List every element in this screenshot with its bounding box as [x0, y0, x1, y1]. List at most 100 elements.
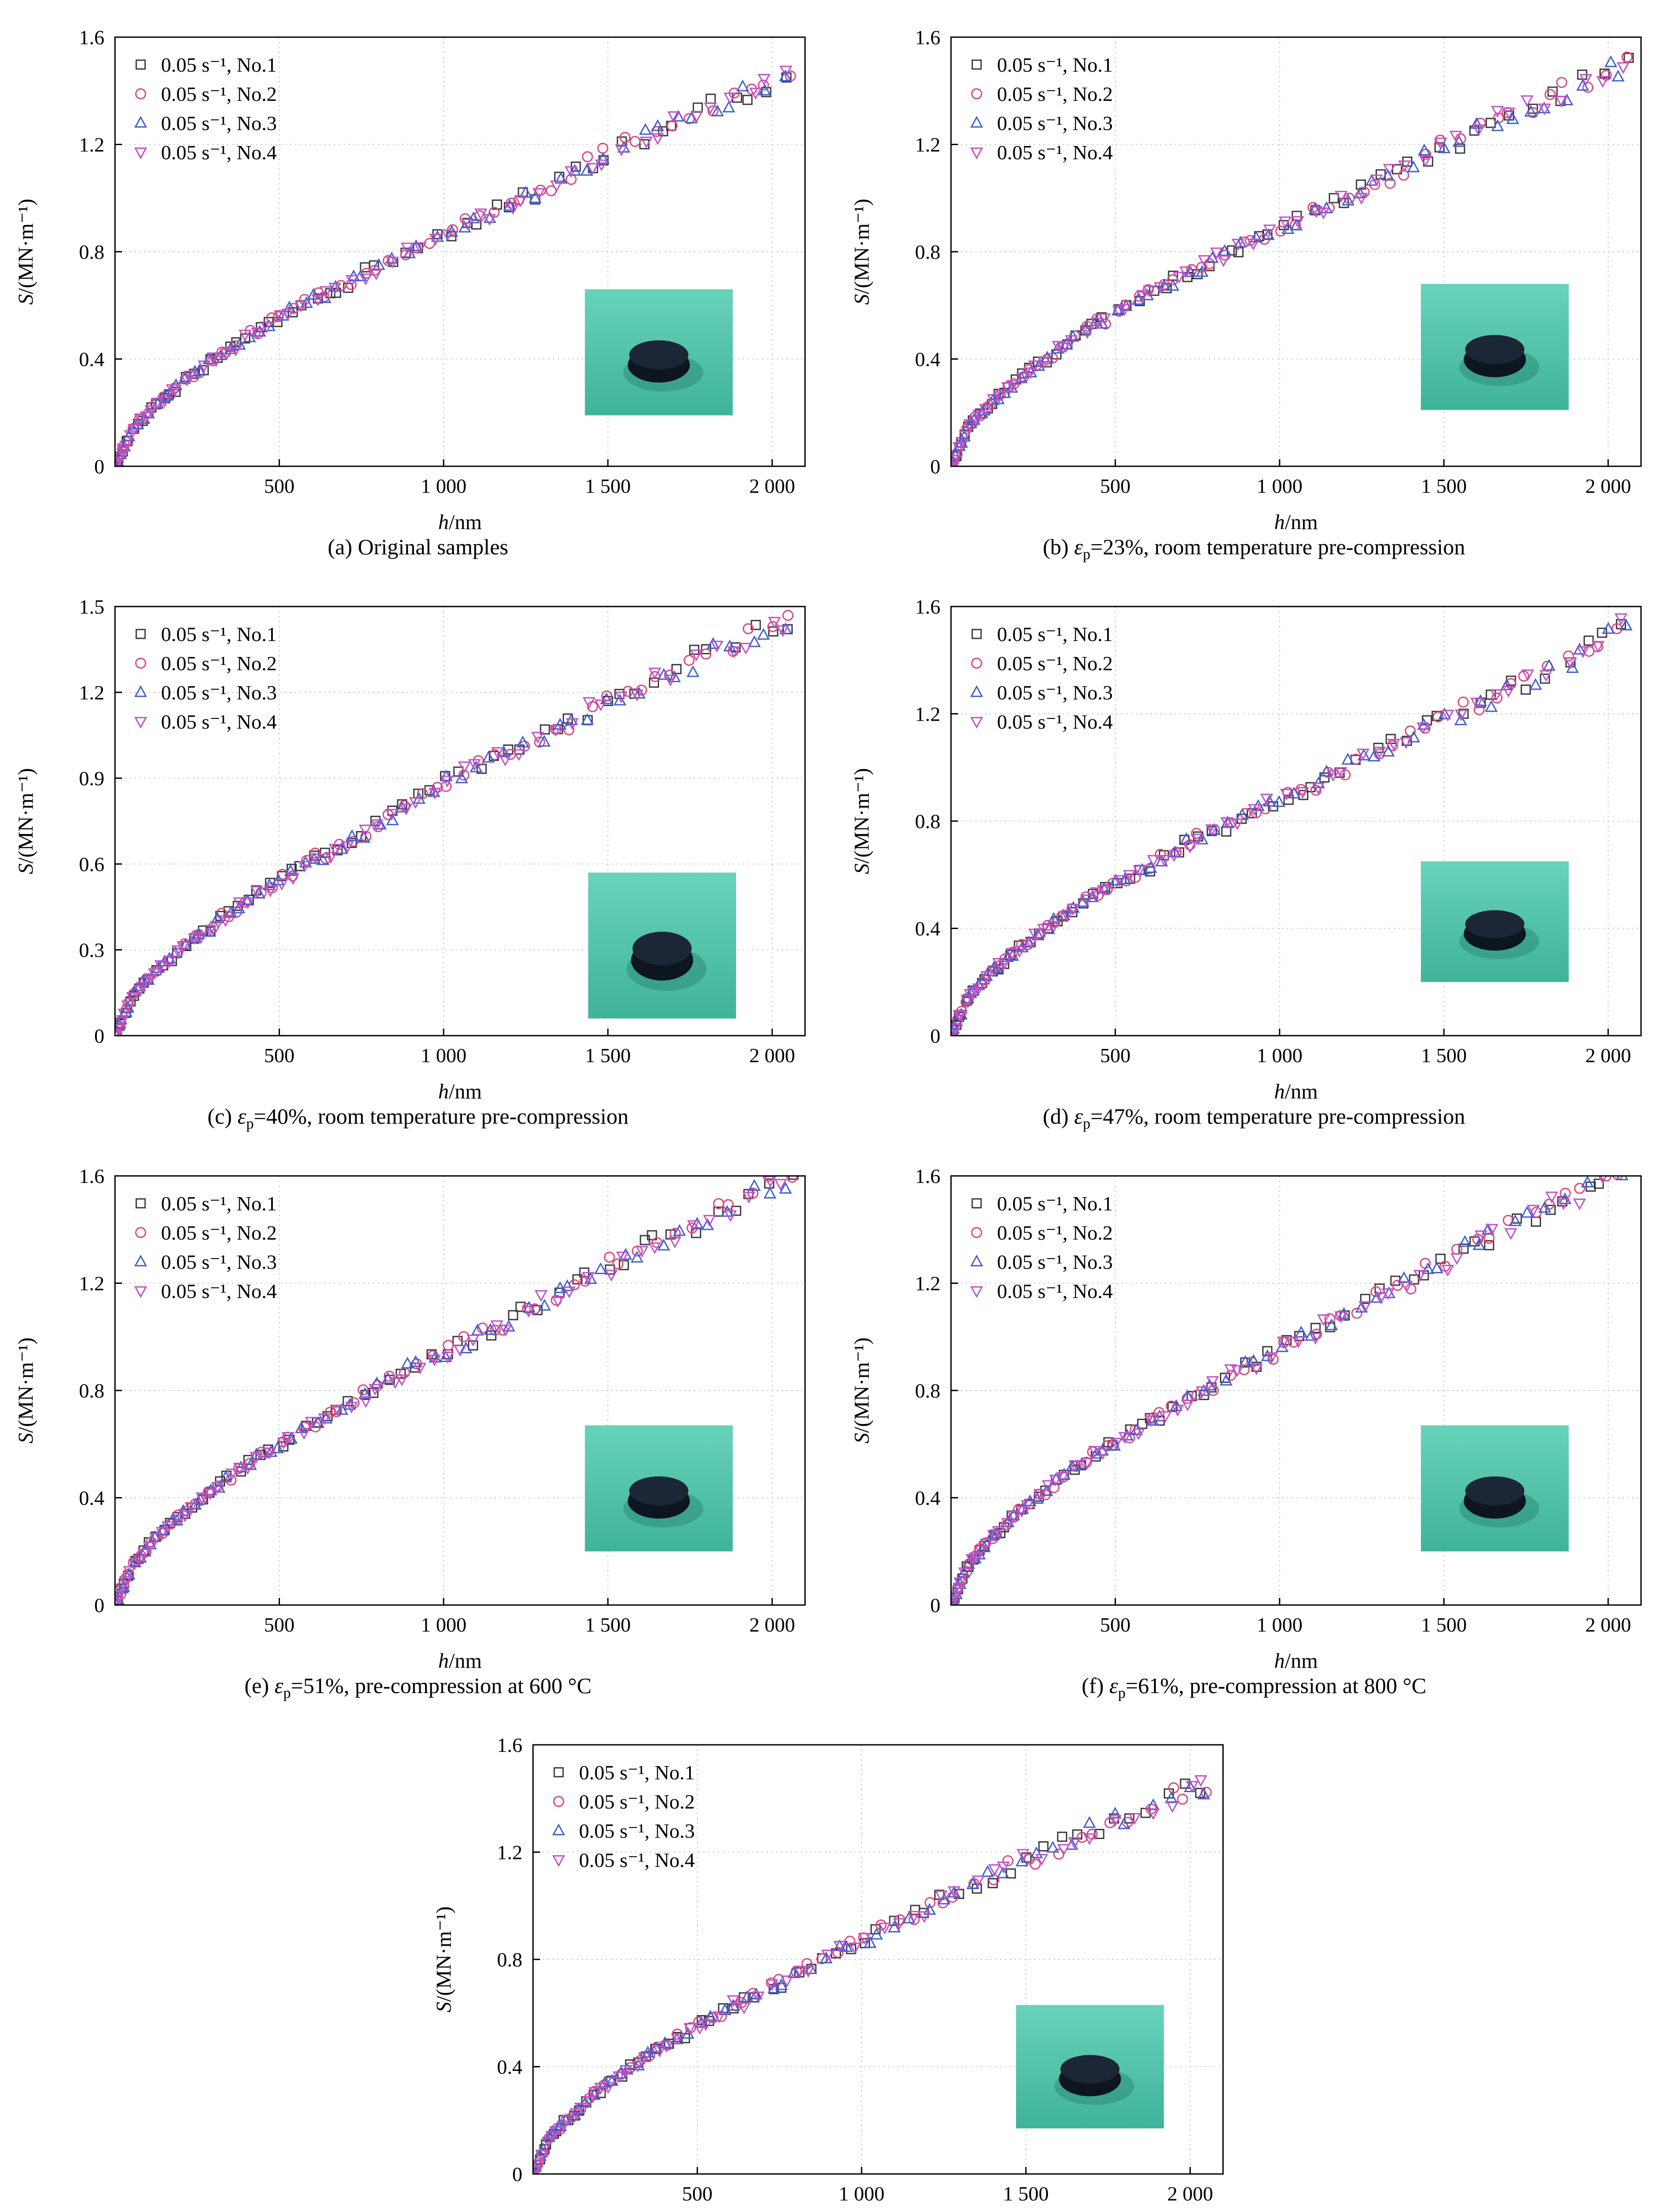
- svg-text:0: 0: [94, 1594, 104, 1617]
- svg-text:1.6: 1.6: [79, 1165, 105, 1187]
- legend-label-no2: 0.05 s⁻¹, No.2: [161, 1221, 277, 1244]
- y-axis-label: S/(MN·m⁻¹): [850, 768, 874, 874]
- svg-text:1 500: 1 500: [1421, 475, 1467, 497]
- data-points: [951, 1175, 1629, 1605]
- svg-text:0: 0: [94, 1025, 104, 1047]
- series-no4: [533, 1775, 1208, 2174]
- svg-text:2 000: 2 000: [749, 1613, 795, 1636]
- sample-photo-inset: [585, 289, 733, 415]
- svg-text:1 500: 1 500: [585, 475, 631, 497]
- subplot-caption-b: (b) εp=23%, room temperature pre-compres…: [1043, 534, 1465, 563]
- svg-text:0.8: 0.8: [915, 1379, 941, 1402]
- legend: 0.05 s⁻¹, No.1 0.05 s⁻¹, No.2 0.05 s⁻¹, No…: [970, 623, 1113, 733]
- epsilon-symbol: ε: [1074, 1103, 1083, 1129]
- svg-text:1 000: 1 000: [839, 2182, 885, 2205]
- legend-label-no2: 0.05 s⁻¹, No.2: [997, 1221, 1113, 1244]
- data-points: [115, 65, 796, 466]
- svg-text:1.2: 1.2: [79, 681, 105, 704]
- legend-label-no4: 0.05 s⁻¹, No.4: [997, 141, 1113, 164]
- x-axis-label: h/nm: [438, 511, 482, 534]
- svg-text:500: 500: [1100, 1613, 1131, 1636]
- tick-labels: 500 1 000 1 500 2 000 0 0.4 0.8 1.2 1.6: [497, 1734, 1213, 2205]
- svg-text:1 500: 1 500: [1421, 1044, 1467, 1067]
- tick-marks: [951, 36, 1609, 467]
- subplot-f: 500 1 000 1 500 2 000 0 0.4 0.8 1.2 1.6 h/nm S/(MN…: [836, 1154, 1672, 1703]
- sample-top: [629, 1476, 689, 1505]
- svg-text:0: 0: [930, 1025, 940, 1047]
- legend-label-no1: 0.05 s⁻¹, No.1: [161, 54, 277, 76]
- legend-label-no2: 0.05 s⁻¹, No.2: [579, 1790, 695, 1813]
- legend-label-no3: 0.05 s⁻¹, No.3: [997, 1251, 1113, 1273]
- legend-label-no3: 0.05 s⁻¹, No.3: [997, 681, 1113, 704]
- svg-text:0: 0: [930, 1594, 940, 1617]
- y-axis-label: S/(MN·m⁻¹): [14, 199, 38, 305]
- tick-labels: 500 1 000 1 500 2 000 0 0.4 0.8 1.2 1.6: [915, 26, 1631, 497]
- svg-text:2 000: 2 000: [1167, 2182, 1213, 2205]
- epsilon-symbol: ε: [237, 1103, 246, 1129]
- svg-text:1 000: 1 000: [1257, 475, 1303, 497]
- tick-labels: 500 1 000 1 500 2 000 0 0.3 0.6 0.9 1.2 1.5: [79, 595, 795, 1067]
- tick-marks: [115, 36, 773, 467]
- tick-marks: [533, 1744, 1191, 2175]
- svg-text:500: 500: [264, 1044, 295, 1067]
- legend-label-no2: 0.05 s⁻¹, No.2: [997, 83, 1113, 105]
- legend-label-no1: 0.05 s⁻¹, No.1: [161, 1192, 277, 1215]
- legend: 0.05 s⁻¹, No.1 0.05 s⁻¹, No.2 0.05 s⁻¹, No…: [134, 1192, 277, 1302]
- svg-text:1.6: 1.6: [79, 26, 105, 49]
- svg-text:1 000: 1 000: [421, 1044, 467, 1067]
- svg-text:0.4: 0.4: [915, 917, 941, 940]
- series-no4: [115, 617, 789, 1036]
- svg-text:500: 500: [264, 1613, 295, 1636]
- legend-label-no2: 0.05 s⁻¹, No.2: [161, 83, 277, 105]
- x-axis-label: h/nm: [438, 1080, 482, 1103]
- sample-top: [1060, 2055, 1120, 2084]
- svg-text:0.9: 0.9: [79, 767, 105, 790]
- sample-photo-inset: [585, 1425, 733, 1551]
- sample-photo-inset: [1016, 2005, 1164, 2129]
- svg-text:500: 500: [682, 2182, 713, 2205]
- legend: 0.05 s⁻¹, No.1 0.05 s⁻¹, No.2 0.05 s⁻¹, No…: [970, 54, 1113, 164]
- svg-text:1.6: 1.6: [915, 595, 941, 618]
- epsilon-symbol: ε: [1109, 1673, 1118, 1698]
- data-points: [951, 51, 1634, 466]
- svg-text:2 000: 2 000: [1585, 1044, 1631, 1067]
- subplot-caption-d: (d) εp=47%, room temperature pre-compres…: [1043, 1103, 1465, 1132]
- svg-text:1.5: 1.5: [79, 595, 105, 618]
- tick-labels: 500 1 000 1 500 2 000 0 0.4 0.8 1.2 1.6: [79, 1165, 795, 1636]
- x-axis-label: h/nm: [1274, 1649, 1318, 1673]
- svg-text:0.8: 0.8: [79, 1379, 105, 1402]
- svg-text:1 000: 1 000: [1257, 1044, 1303, 1067]
- sample-photo-inset: [1421, 1425, 1569, 1551]
- svg-text:2 000: 2 000: [1585, 1613, 1631, 1636]
- sample-top: [1465, 910, 1525, 938]
- svg-text:500: 500: [1100, 1044, 1131, 1067]
- svg-text:1.2: 1.2: [79, 134, 105, 156]
- svg-text:0.4: 0.4: [915, 1486, 941, 1509]
- svg-text:2 000: 2 000: [1585, 475, 1631, 497]
- chart-a: 500 1 000 1 500 2 000 0 0.4 0.8 1.2 1.6 h/nm S/(MN…: [14, 26, 806, 534]
- svg-text:1.2: 1.2: [497, 1841, 523, 1864]
- legend: 0.05 s⁻¹, No.1 0.05 s⁻¹, No.2 0.05 s⁻¹, No…: [134, 623, 277, 733]
- svg-text:1 000: 1 000: [421, 475, 467, 497]
- subplot-caption-f: (f) εp=61%, pre-compression at 800 °C: [1081, 1673, 1427, 1701]
- svg-text:1.6: 1.6: [915, 1165, 941, 1187]
- y-axis-label: S/(MN·m⁻¹): [850, 1337, 874, 1444]
- subplot-b: 500 1 000 1 500 2 000 0 0.4 0.8 1.2 1.6 h/nm S/(MN…: [836, 15, 1672, 564]
- svg-text:0.3: 0.3: [79, 939, 105, 961]
- sample-photo-inset: [1421, 284, 1569, 410]
- series-no4: [951, 62, 1630, 466]
- tick-marks: [951, 1175, 1609, 1606]
- legend: 0.05 s⁻¹, No.1 0.05 s⁻¹, No.2 0.05 s⁻¹, No…: [134, 54, 277, 164]
- legend: 0.05 s⁻¹, No.1 0.05 s⁻¹, No.2 0.05 s⁻¹, No…: [552, 1761, 695, 1871]
- svg-text:1 500: 1 500: [585, 1613, 631, 1636]
- svg-text:1.6: 1.6: [915, 26, 941, 49]
- subplot-c: 500 1 000 1 500 2 000 0 0.3 0.6 0.9 1.2 1.5 h/nm S/…: [0, 584, 836, 1133]
- chart-e: 500 1 000 1 500 2 000 0 0.4 0.8 1.2 1.6 h/nm S/(MN…: [14, 1165, 806, 1673]
- legend-label-no3: 0.05 s⁻¹, No.3: [161, 1251, 277, 1273]
- legend-label-no3: 0.05 s⁻¹, No.3: [161, 112, 277, 134]
- tick-marks: [115, 606, 773, 1037]
- svg-text:1.2: 1.2: [915, 1272, 941, 1294]
- sample-top: [1465, 1476, 1525, 1505]
